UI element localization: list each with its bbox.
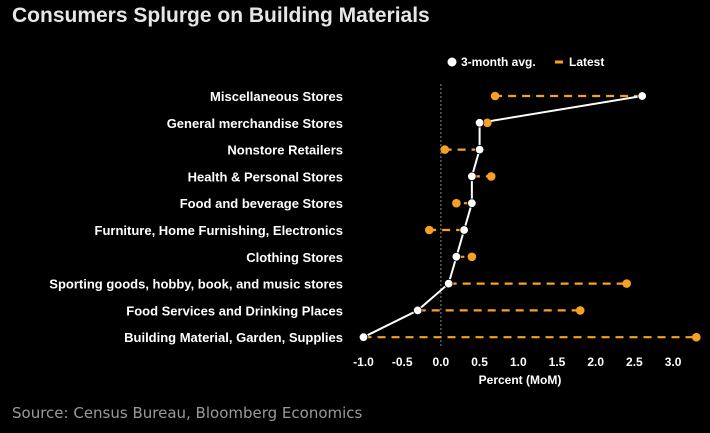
category-label: Furniture, Home Furnishing, Electronics: [95, 223, 343, 238]
category-label: Food Services and Drinking Places: [126, 303, 343, 318]
category-label: Building Material, Garden, Supplies: [124, 330, 343, 345]
avg-point: [637, 91, 647, 101]
category-label: Food and beverage Stores: [180, 196, 343, 211]
x-tick-label: -1.0: [353, 355, 374, 369]
category-label: Clothing Stores: [246, 250, 343, 265]
x-tick-label: 0.5: [471, 355, 488, 369]
latest-point: [483, 118, 492, 128]
latest-point: [490, 91, 500, 101]
latest-points: [424, 91, 701, 342]
avg-point: [358, 332, 369, 342]
x-tick-label: 3.0: [665, 355, 682, 369]
category-label: Sporting goods, hobby, book, and music s…: [49, 277, 343, 292]
latest-point: [622, 279, 631, 288]
legend-latest-label: Latest: [569, 55, 604, 69]
latest-dashes: [363, 94, 697, 339]
category-label: General merchandise Stores: [167, 116, 343, 131]
avg-point: [467, 198, 477, 208]
avg-point: [443, 278, 454, 289]
x-tick-label: 2.5: [626, 355, 643, 369]
x-tick-label: 1.5: [549, 355, 566, 369]
category-label: Health & Personal Stores: [188, 169, 343, 184]
x-axis-label: Percent (MoM): [479, 373, 562, 387]
latest-point: [424, 225, 434, 235]
source-note: Source: Census Bureau, Bloomberg Economi…: [12, 404, 363, 422]
x-tick-label: 2.0: [587, 355, 604, 369]
avg-point: [474, 144, 485, 155]
legend: 3-month avg. Latest: [447, 55, 604, 69]
avg-point: [474, 118, 485, 128]
avg-points: [358, 91, 647, 342]
latest-point: [486, 172, 496, 181]
avg-point: [412, 305, 423, 316]
latest-point: [575, 306, 585, 315]
x-tick-label: 0.0: [433, 355, 450, 369]
latest-point: [692, 332, 701, 342]
avg-connector-line: [363, 95, 643, 339]
category-labels: Miscellaneous Stores General merchandise …: [49, 89, 343, 345]
legend-avg-label: 3-month avg.: [461, 55, 536, 69]
category-label: Miscellaneous Stores: [210, 89, 343, 104]
latest-point: [452, 198, 461, 208]
x-tick-label: 1.0: [510, 355, 527, 369]
category-label: Nonstore Retailers: [227, 143, 343, 158]
x-tick-labels: -1.0 -0.5 0.0 0.5 1.0 1.5 2.0 2.5 3.0: [353, 355, 682, 369]
avg-point: [467, 171, 477, 182]
avg-point: [459, 225, 469, 235]
legend-avg-marker: [447, 57, 457, 67]
avg-point: [451, 252, 462, 262]
latest-point: [440, 145, 450, 154]
chart-title: Consumers Splurge on Building Materials: [12, 4, 430, 27]
latest-point: [467, 252, 477, 262]
x-tick-label: -0.5: [392, 355, 413, 369]
